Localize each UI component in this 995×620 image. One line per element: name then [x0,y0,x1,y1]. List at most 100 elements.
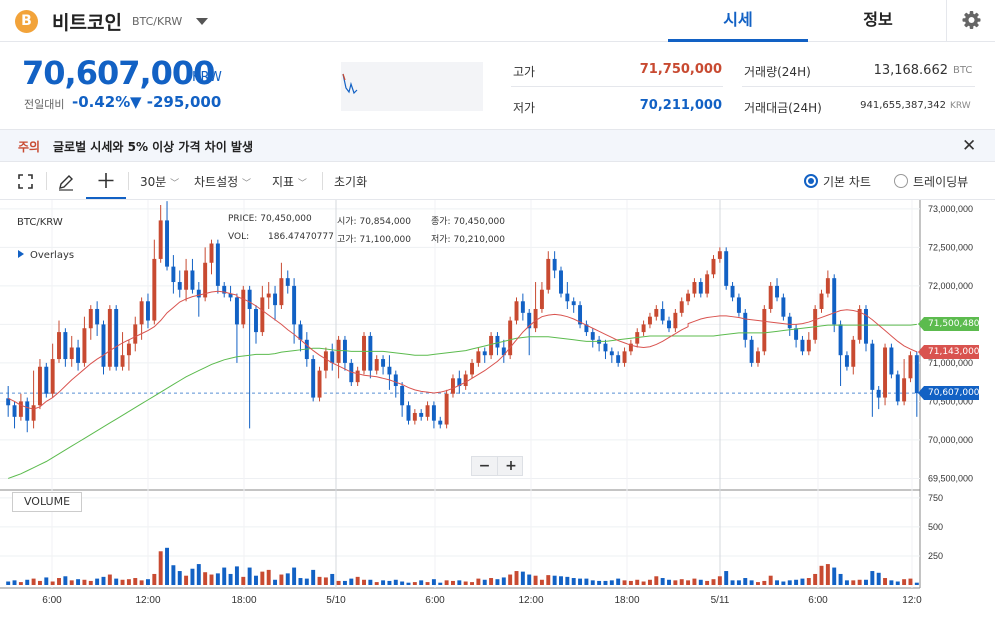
candle-body [387,366,392,375]
volume-bar [25,579,30,585]
volume-bar [762,580,767,585]
candle-body [50,359,55,394]
candle-body [374,359,379,371]
info-high: 고가: 71,100,000 [337,232,411,245]
volume-bar [489,578,494,585]
volume-bar [559,576,563,585]
candle-body [775,285,780,298]
change-rate: -0.42% [72,93,131,111]
candle-body [813,308,818,340]
overlays-toggle[interactable]: Overlays [18,250,74,261]
info-low-label: 저가: [431,235,451,245]
candle-body [145,301,150,321]
settings-button[interactable] [946,0,995,42]
candle-body [215,243,220,286]
volume-bar [495,579,500,585]
tab-quote[interactable]: 시세 [668,0,808,42]
candle-body [679,301,684,313]
pencil-icon[interactable] [57,173,75,191]
x-tick-label: 12:00 [135,595,160,606]
basic-chart-label[interactable]: 기본 차트 [823,175,871,189]
candle-body [444,393,449,425]
candle-body [730,285,735,298]
candle-body [870,343,875,390]
interval-select[interactable]: 30분 ﹀ [140,175,180,189]
candle-body [698,282,703,294]
ma-long-price-tag: 71,500,480 [918,317,980,332]
volume-bar [552,575,557,585]
info-high-value: 71,100,000 [359,235,411,245]
volume-bar [336,580,341,585]
volume-bar [539,579,544,585]
volume-bar [44,577,49,585]
candle-body [641,324,646,333]
volume-bar [190,568,195,585]
candle-body [889,347,894,375]
candle-body [241,289,246,325]
candle-body [883,347,888,398]
candle-body [876,389,881,398]
volume-bar [374,582,379,585]
tradingview-radio[interactable] [894,174,908,188]
candle-body [25,401,30,421]
zoom-out-button[interactable]: − [472,457,498,475]
volume-bar [527,574,532,585]
y-tick-label: 69,500,000 [928,473,973,483]
crosshair-button[interactable] [86,162,126,199]
volume-bar [349,578,354,585]
volume-bar [31,578,36,585]
notice-bar: 주의 글로벌 시세와 5% 이상 가격 차이 발생 ✕ [0,129,995,162]
candle-body [260,297,265,333]
volume-bar [679,579,684,585]
x-tick-label: 6:00 [425,595,445,606]
candle-body [222,285,227,294]
candle-body [101,324,106,367]
candle-body [381,359,386,367]
candle-body [76,347,81,363]
tradingview-label[interactable]: 트레이딩뷰 [913,175,969,189]
candle-body [673,312,678,329]
volume-bar [82,579,87,585]
volume-bar [95,578,100,585]
candlestick-chart-svg[interactable]: 73,000,00072,500,00072,000,00071,500,000… [0,200,995,620]
candle-body [552,258,557,271]
price-chart[interactable]: 73,000,00072,500,00072,000,00071,500,000… [0,200,995,620]
basic-chart-radio[interactable] [804,174,818,188]
candle-body [95,308,100,325]
chevron-down-icon[interactable] [196,18,208,25]
volume-bar [444,580,449,585]
zoom-in-button[interactable]: + [505,458,517,474]
volume-bar [889,580,894,585]
candle-body [902,378,907,402]
reset-button[interactable]: 초기화 [334,175,368,189]
volume-bar [755,582,760,585]
fullscreen-icon[interactable] [18,174,33,189]
candle-body [44,366,49,394]
candle-body [323,351,328,371]
volume-bar [368,579,373,585]
chart-settings-select[interactable]: 차트설정 ﹀ [194,175,252,189]
candle-body [463,374,468,387]
volume-tick-label: 750 [928,493,943,503]
candle-body [533,308,538,329]
candle-body [133,324,138,344]
candle-body [57,332,61,360]
candle-body [37,366,42,406]
candle-body [686,293,691,302]
volume-bar [330,573,335,585]
indicators-select[interactable]: 지표 ﹀ [272,175,307,189]
chart-symbol: BTC/KRW [17,217,63,228]
candle-body [628,343,633,352]
change-amount: ▼ -295,000 [130,93,222,111]
volume-bar [158,551,163,585]
volume-bar [635,579,640,585]
info-close-value: 70,450,000 [453,217,505,227]
volume-bar [470,582,475,585]
tab-info[interactable]: 정보 [863,10,893,29]
candle-body [31,405,36,421]
y-tick-label: 72,000,000 [928,281,973,291]
candle-body [279,278,284,306]
volume-bar [63,576,68,585]
volume-bar [864,579,868,585]
close-icon[interactable]: ✕ [962,136,977,156]
